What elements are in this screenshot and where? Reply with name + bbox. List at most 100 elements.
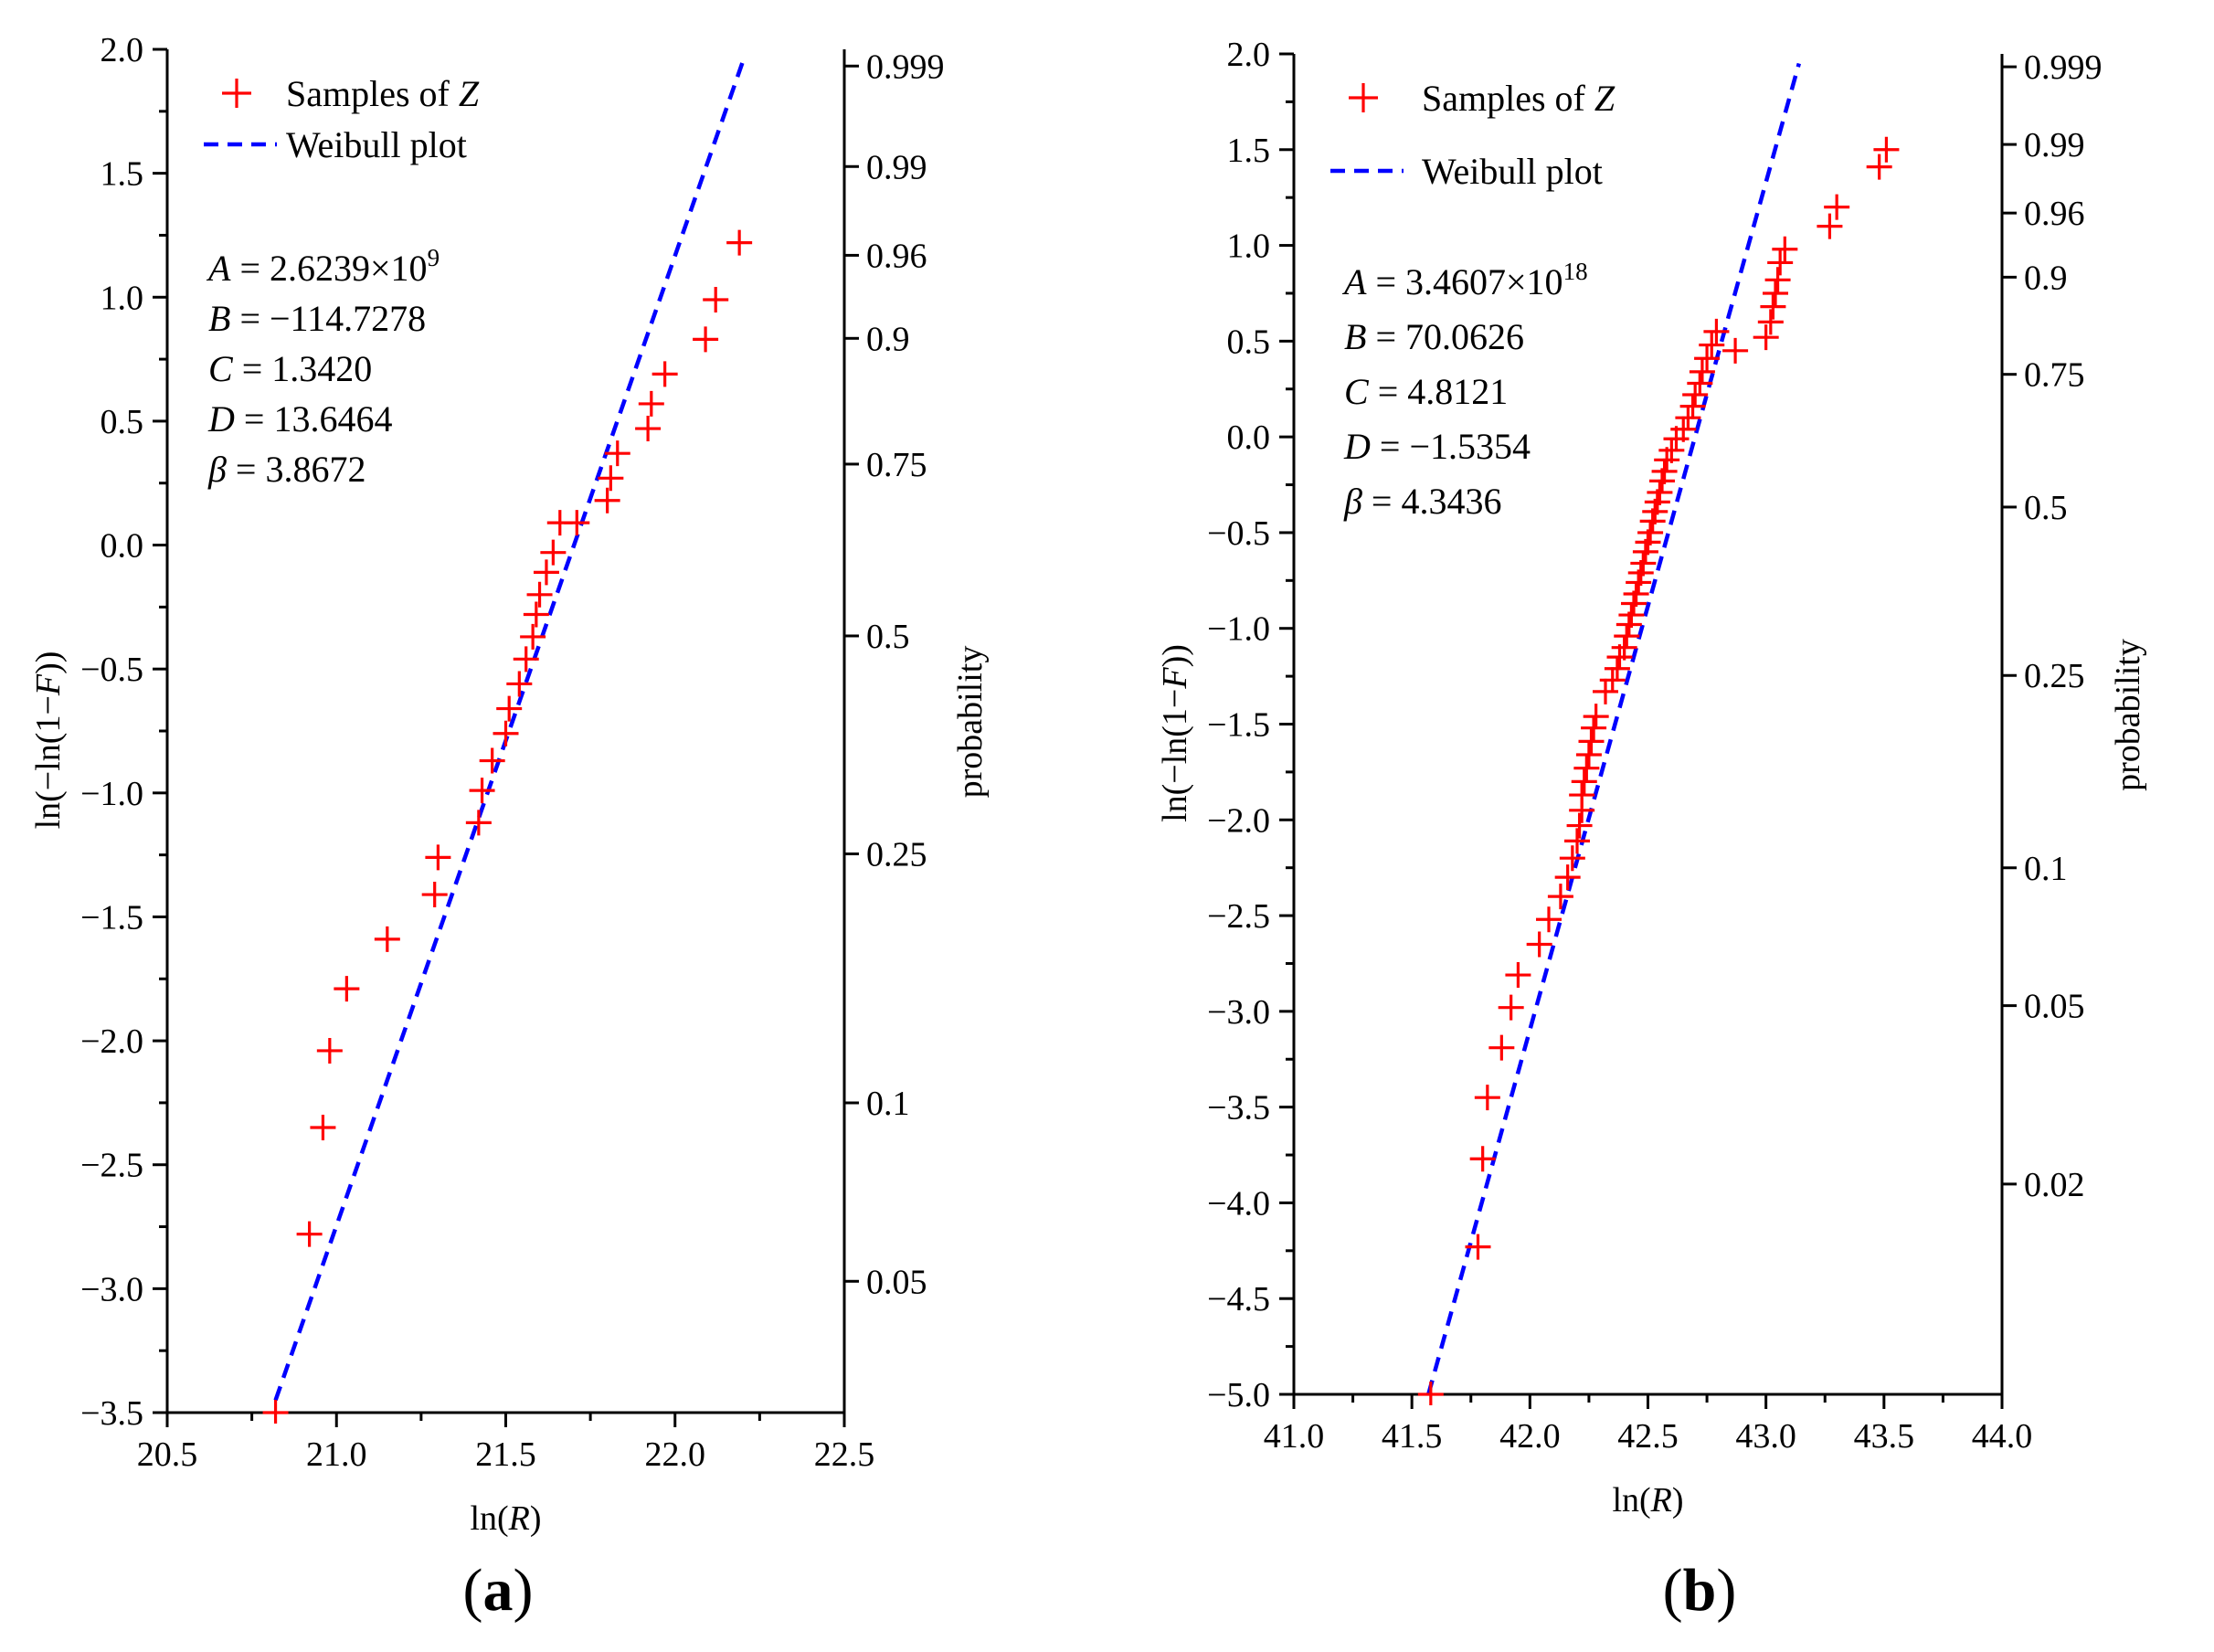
y2-tick-label: 0.999 (2024, 48, 2103, 87)
y-tick-label: −4.5 (1207, 1280, 1270, 1318)
x-tick-label: 42.5 (1617, 1417, 1679, 1456)
y-tick-label: 1.5 (1227, 132, 1271, 170)
y2-tick-label: 0.25 (866, 836, 927, 874)
x-axis-title: ln(R) (470, 1499, 541, 1538)
sample-point (1604, 655, 1630, 682)
parameter-beta: β = 4.3436 (1343, 481, 1501, 522)
sample-point (1614, 623, 1640, 650)
y-tick-label: −4.0 (1207, 1184, 1270, 1223)
legend: Samples of Z Weibull plot (1330, 78, 1615, 192)
y-tick-label: −2.0 (1207, 801, 1270, 840)
sample-point (726, 229, 753, 256)
sample-point (1866, 154, 1892, 180)
sample-point (310, 1115, 336, 1141)
y2-axis-title: probability (951, 646, 990, 799)
x-tick-label: 41.5 (1382, 1417, 1443, 1456)
y2-tick-label: 0.1 (866, 1085, 910, 1123)
sample-point (564, 510, 590, 536)
sample-point (523, 601, 549, 628)
parameters-block: A = 2.6239×109 B = −114.7278 C = 1.3420 D =… (206, 244, 440, 490)
sample-point (1623, 580, 1649, 607)
legend: Samples of Z Weibull plot (204, 73, 480, 165)
samples-series (262, 229, 753, 1424)
sample-point (296, 1221, 323, 1247)
sample-point (334, 976, 360, 1002)
legend-samples-label: Samples of Z (286, 73, 480, 114)
sample-point (513, 646, 539, 672)
y-tick-label: 0.0 (1227, 418, 1271, 457)
sample-point (1498, 994, 1524, 1021)
sample-point (1687, 370, 1713, 397)
sample-point (540, 539, 567, 566)
sample-point (1583, 704, 1609, 730)
sample-point (421, 882, 448, 908)
legend-fit-label: Weibull plot (286, 124, 467, 165)
y-tick-label: 0.0 (101, 527, 144, 566)
y2-tick-label: 0.99 (866, 148, 927, 186)
parameter-c: C = 4.8121 (1344, 371, 1508, 412)
y-tick-label: −2.0 (80, 1022, 143, 1061)
y-tick-label: 0.5 (1227, 323, 1271, 361)
x-tick-label: 44.0 (1972, 1417, 2033, 1456)
parameter-b: B = 70.0626 (1344, 316, 1524, 357)
panel-label: (a) (463, 1557, 534, 1624)
sample-point (469, 778, 495, 804)
parameter-b: B = −114.7278 (208, 298, 426, 339)
sample-point (1618, 602, 1645, 629)
sample-point (1573, 755, 1600, 781)
sample-point (1760, 293, 1786, 320)
sample-point (526, 581, 553, 608)
sample-point (1526, 931, 1552, 958)
sample-point (1488, 1034, 1515, 1061)
sample-point (598, 465, 624, 492)
y-tick-label: −1.5 (1207, 706, 1270, 745)
y2-tick-label: 0.75 (866, 446, 927, 484)
y2-tick-label: 0.05 (2024, 988, 2085, 1026)
sample-point (1694, 345, 1721, 372)
y-tick-label: −2.5 (80, 1147, 143, 1185)
sample-point (316, 1037, 343, 1064)
y-tick-label: 1.0 (101, 279, 144, 317)
y-tick-label: −3.0 (80, 1270, 143, 1308)
sample-point (1764, 267, 1791, 293)
sample-point (1757, 309, 1784, 335)
sample-point (465, 810, 492, 836)
y2-tick-label: 0.999 (866, 48, 945, 86)
y-tick-label: −1.5 (80, 898, 143, 937)
sample-point (520, 623, 546, 650)
x-axis-title: ln(R) (1612, 1481, 1683, 1520)
sample-point (1581, 715, 1607, 741)
sample-point (1547, 884, 1573, 910)
y-tick-label: −5.0 (1207, 1376, 1270, 1414)
sample-point (635, 416, 662, 442)
sample-point (1571, 768, 1597, 795)
y2-tick-label: 0.96 (866, 237, 927, 275)
y2-tick-label: 0.96 (2024, 195, 2085, 233)
sample-point (1658, 437, 1685, 463)
sample-point (1575, 742, 1602, 768)
y2-tick-label: 0.9 (2024, 259, 2068, 297)
sample-point (1722, 337, 1749, 364)
sample-point (1651, 458, 1678, 484)
sample-point (1817, 213, 1843, 239)
x-tick-label: 41.0 (1264, 1417, 1325, 1456)
y-tick-label: −3.5 (80, 1394, 143, 1433)
parameter-d: D = 13.6464 (207, 398, 392, 439)
sample-point (1772, 236, 1798, 262)
y-tick-label: −3.5 (1207, 1089, 1270, 1128)
y2-tick-label: 0.02 (2024, 1166, 2085, 1204)
samples-series (1417, 136, 1900, 1405)
sample-point (479, 747, 505, 774)
x-tick-label: 22.0 (645, 1435, 706, 1474)
x-tick-label: 42.0 (1499, 1417, 1561, 1456)
y-tick-label: −1.0 (1207, 610, 1270, 649)
x-tick-label: 21.0 (306, 1435, 367, 1474)
sample-point (1679, 393, 1706, 419)
x-tick-label: 43.5 (1854, 1417, 1915, 1456)
sample-point (1703, 318, 1730, 344)
y2-axis-title: probability (2109, 639, 2147, 791)
parameter-beta: β = 3.8672 (207, 449, 365, 490)
y-tick-label: −2.5 (1207, 897, 1270, 936)
y2-tick-label: 0.75 (2024, 356, 2085, 395)
